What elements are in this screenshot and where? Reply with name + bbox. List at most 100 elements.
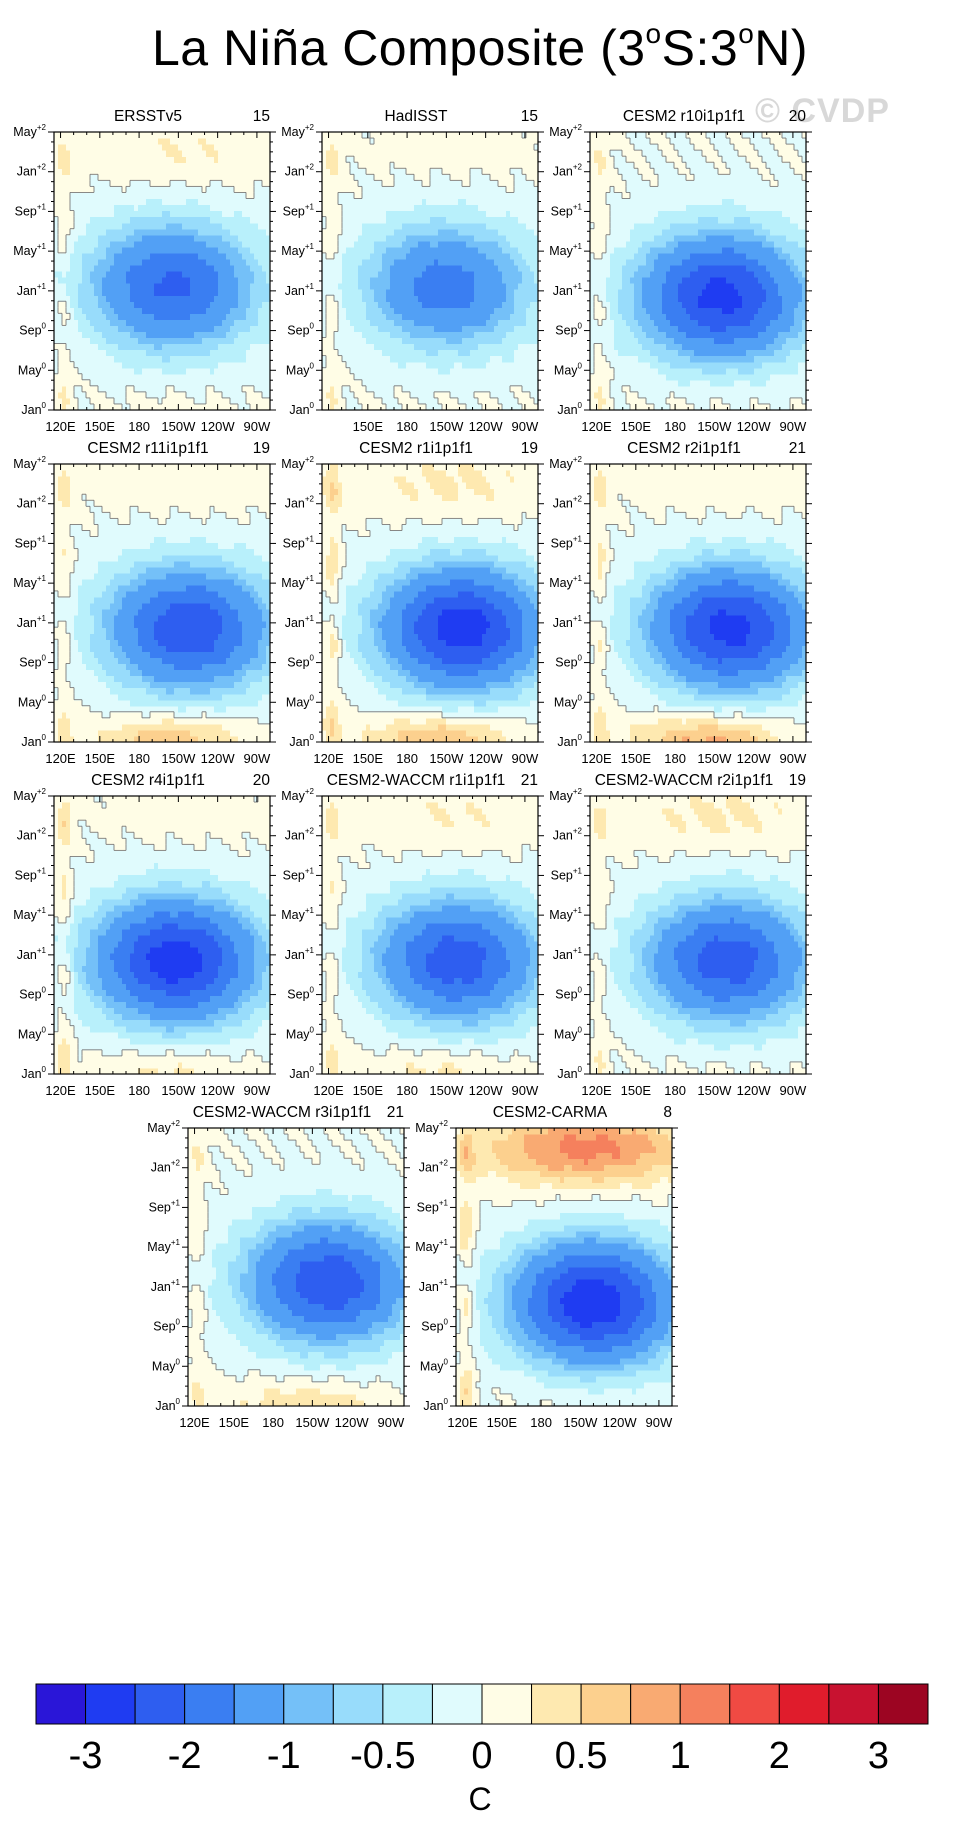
field-cell: [454, 331, 459, 338]
field-cell: [90, 331, 95, 338]
field-cell: [222, 350, 227, 357]
field-cell: [350, 229, 355, 236]
field-cell: [326, 162, 331, 169]
field-cell: [218, 223, 223, 230]
field-cell: [110, 374, 115, 381]
field-cell: [218, 235, 223, 242]
field-cell: [190, 235, 195, 242]
field-cell: [374, 168, 379, 175]
field-cell: [238, 277, 243, 284]
field-cell: [122, 337, 127, 344]
field-cell: [126, 319, 131, 326]
field-cell: [334, 362, 339, 369]
field-cell: [322, 368, 327, 375]
field-cell: [190, 337, 195, 344]
field-cell: [86, 198, 91, 205]
field-cell: [362, 150, 367, 157]
field-cell: [66, 211, 71, 218]
field-cell: [134, 374, 139, 381]
field-cell: [130, 398, 135, 405]
field-cell: [182, 319, 187, 326]
field-cell: [238, 374, 243, 381]
field-cell: [194, 253, 199, 260]
field-cell: [354, 229, 359, 236]
field-cell: [262, 368, 267, 375]
field-cell: [394, 253, 399, 260]
field-cell: [486, 374, 491, 381]
field-cell: [502, 277, 507, 284]
field-cell: [122, 211, 127, 218]
field-cell: [138, 350, 143, 357]
field-cell: [498, 174, 503, 181]
field-cell: [218, 325, 223, 332]
field-cell: [122, 301, 127, 308]
field-cell: [402, 301, 407, 308]
field-cell: [246, 186, 251, 193]
field-cell: [358, 265, 363, 272]
field-cell: [142, 259, 147, 266]
field-cell: [346, 198, 351, 205]
field-cell: [118, 138, 123, 145]
field-cell: [218, 162, 223, 169]
field-cell: [470, 186, 475, 193]
field-cell: [458, 337, 463, 344]
field-cell: [226, 368, 231, 375]
field-cell: [330, 192, 335, 199]
field-cell: [406, 283, 411, 290]
field-cell: [222, 192, 227, 199]
field-cell: [358, 301, 363, 308]
field-cell: [398, 229, 403, 236]
field-cell: [402, 253, 407, 260]
field-cell: [258, 223, 263, 230]
field-cell: [426, 156, 431, 163]
field-cell: [174, 138, 179, 145]
field-cell: [498, 337, 503, 344]
field-cell: [358, 392, 363, 399]
field-cell: [386, 325, 391, 332]
field-cell: [118, 380, 123, 387]
field-cell: [422, 138, 427, 145]
field-cell: [70, 289, 75, 296]
field-cell: [474, 325, 479, 332]
field-cell: [366, 253, 371, 260]
field-cell: [402, 350, 407, 357]
field-cell: [262, 223, 267, 230]
field-cell: [430, 307, 435, 314]
field-cell: [482, 271, 487, 278]
field-cell: [486, 283, 491, 290]
field-cell: [390, 271, 395, 278]
field-cell: [246, 205, 251, 212]
field-cell: [238, 356, 243, 363]
field-cell: [146, 374, 151, 381]
field-cell: [402, 295, 407, 302]
field-cell: [470, 398, 475, 405]
field-cell: [206, 253, 211, 260]
field-cell: [82, 192, 87, 199]
field-cell: [338, 192, 343, 199]
field-cell: [186, 186, 191, 193]
field-cell: [102, 313, 107, 320]
field-cell: [386, 265, 391, 272]
field-cell: [346, 277, 351, 284]
y-tick-label: May0: [18, 361, 47, 377]
field-cell: [162, 138, 167, 145]
field-cell: [486, 198, 491, 205]
field-cell: [142, 253, 147, 260]
field-cell: [382, 337, 387, 344]
field-cell: [90, 283, 95, 290]
field-cell: [90, 295, 95, 302]
field-cell: [458, 211, 463, 218]
field-cell: [446, 283, 451, 290]
field-cell: [186, 235, 191, 242]
field-cell: [246, 144, 251, 151]
field-cell: [354, 198, 359, 205]
field-cell: [178, 271, 183, 278]
field-cell: [202, 150, 207, 157]
field-cell: [394, 150, 399, 157]
field-cell: [478, 374, 483, 381]
field-cell: [418, 265, 423, 272]
field-cell: [166, 144, 171, 151]
field-cell: [442, 319, 447, 326]
field-cell: [86, 162, 91, 169]
field-cell: [466, 392, 471, 399]
